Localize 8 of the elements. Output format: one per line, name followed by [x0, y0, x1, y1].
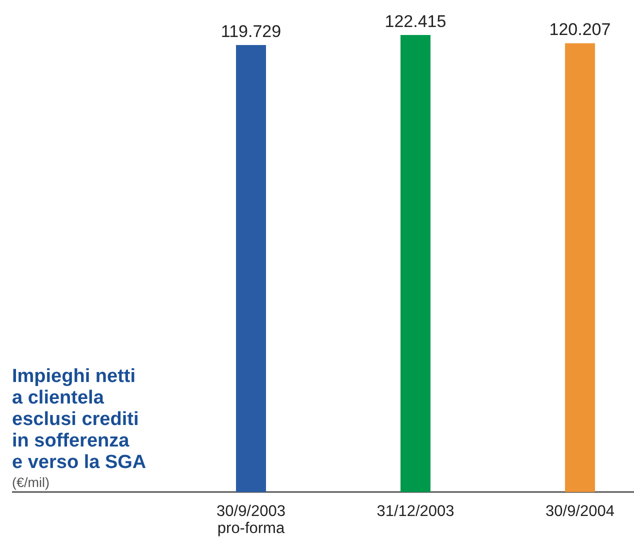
text: Impieghi netti a clientela esclusi crediti in sofferenza e verso la SGA [12, 366, 146, 473]
data-label: 120.207 [549, 20, 611, 40]
text: (€/mil) [12, 475, 50, 490]
data-label: 122.415 [384, 12, 446, 31]
x-tick-label: 30/9/2003 pro-forma [216, 503, 286, 537]
x-tick-label: 30/9/2004 [546, 503, 615, 520]
data-label: 119.729 [220, 22, 282, 42]
x-tick-label: 31/12/2003 [376, 503, 454, 520]
